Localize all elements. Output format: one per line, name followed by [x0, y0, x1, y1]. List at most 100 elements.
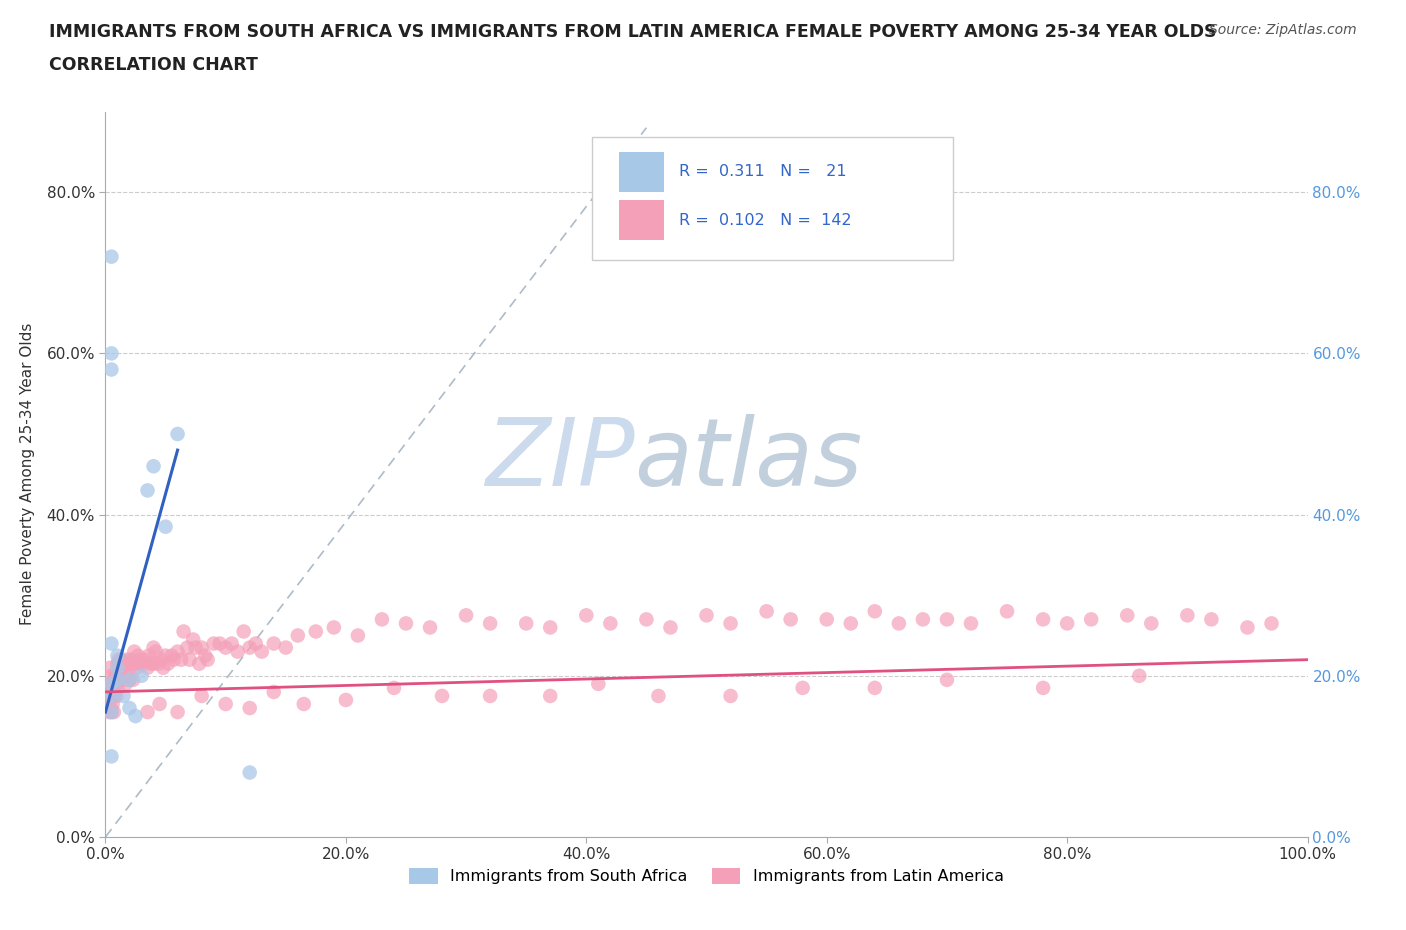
Point: [110, 652, 132, 667]
Point: [110, 669, 132, 684]
Point: [142, 640, 165, 655]
Point: [105, 688, 128, 703]
Point: [115, 676, 138, 691]
Point: [132, 657, 155, 671]
Point: [107, 652, 129, 667]
Point: [395, 616, 418, 631]
Point: [347, 628, 370, 643]
Point: [636, 612, 658, 627]
Point: [226, 644, 249, 659]
Point: [1032, 681, 1054, 696]
Point: [155, 648, 177, 663]
Point: [98, 705, 121, 720]
Point: [131, 652, 153, 667]
Point: [117, 657, 139, 671]
Point: [107, 669, 129, 684]
Point: [100, 749, 122, 764]
Point: [136, 705, 159, 720]
Point: [105, 672, 128, 687]
Point: [479, 688, 502, 703]
Point: [287, 628, 309, 643]
Point: [100, 705, 122, 720]
Y-axis label: Female Poverty Among 25-34 Year Olds: Female Poverty Among 25-34 Year Olds: [21, 323, 35, 626]
Point: [108, 657, 131, 671]
Point: [960, 616, 983, 631]
Point: [100, 636, 122, 651]
Point: [118, 672, 141, 687]
Point: [173, 624, 195, 639]
Point: [118, 660, 141, 675]
Point: [214, 697, 236, 711]
Point: [202, 636, 225, 651]
Point: [863, 604, 886, 618]
Point: [371, 612, 394, 627]
Point: [1032, 612, 1054, 627]
Point: [911, 612, 934, 627]
Point: [382, 681, 405, 696]
Point: [479, 616, 502, 631]
Point: [163, 652, 186, 667]
Point: [221, 636, 243, 651]
Point: [188, 657, 211, 671]
Point: [515, 616, 537, 631]
Point: [274, 640, 297, 655]
Point: [127, 648, 149, 663]
Point: [322, 620, 344, 635]
Point: [142, 657, 165, 671]
Point: [100, 688, 122, 703]
Point: [100, 249, 122, 264]
Point: [100, 676, 122, 691]
Point: [1236, 620, 1258, 635]
Point: [152, 660, 174, 675]
Point: [263, 684, 285, 699]
Point: [887, 616, 910, 631]
Point: [1080, 612, 1102, 627]
Point: [208, 636, 231, 651]
Point: [696, 608, 718, 623]
Point: [112, 657, 135, 671]
Point: [1260, 616, 1282, 631]
Point: [936, 672, 959, 687]
Point: [115, 652, 138, 667]
Point: [647, 688, 669, 703]
Point: [190, 688, 212, 703]
Text: ZIP: ZIP: [485, 414, 634, 505]
Point: [156, 657, 179, 671]
Point: [149, 652, 172, 667]
Bar: [619, 201, 665, 240]
Point: [305, 624, 328, 639]
Point: [98, 676, 121, 691]
Point: [131, 669, 153, 684]
Point: [100, 346, 122, 361]
Point: [100, 688, 122, 703]
Point: [103, 688, 125, 703]
Point: [124, 644, 146, 659]
Legend: Immigrants from South Africa, Immigrants from Latin America: Immigrants from South Africa, Immigrants…: [402, 861, 1011, 891]
Point: [136, 660, 159, 675]
Point: [148, 657, 170, 671]
Point: [863, 681, 886, 696]
Text: R =  0.102   N =  142: R = 0.102 N = 142: [679, 213, 852, 228]
Point: [114, 664, 136, 679]
Text: Source: ZipAtlas.com: Source: ZipAtlas.com: [1209, 23, 1357, 37]
Point: [148, 697, 170, 711]
Point: [121, 657, 143, 671]
Point: [1177, 608, 1199, 623]
Point: [779, 612, 801, 627]
Point: [936, 612, 959, 627]
Point: [599, 616, 621, 631]
Point: [1056, 616, 1078, 631]
Point: [107, 660, 129, 675]
Point: [755, 604, 778, 618]
Point: [155, 519, 177, 534]
Text: CORRELATION CHART: CORRELATION CHART: [49, 56, 259, 73]
Point: [142, 458, 165, 473]
Point: [232, 624, 254, 639]
Point: [575, 608, 598, 623]
Point: [170, 652, 193, 667]
Point: [145, 644, 167, 659]
Point: [101, 697, 124, 711]
Point: [659, 620, 682, 635]
Point: [107, 681, 129, 696]
Text: atlas: atlas: [634, 414, 863, 505]
